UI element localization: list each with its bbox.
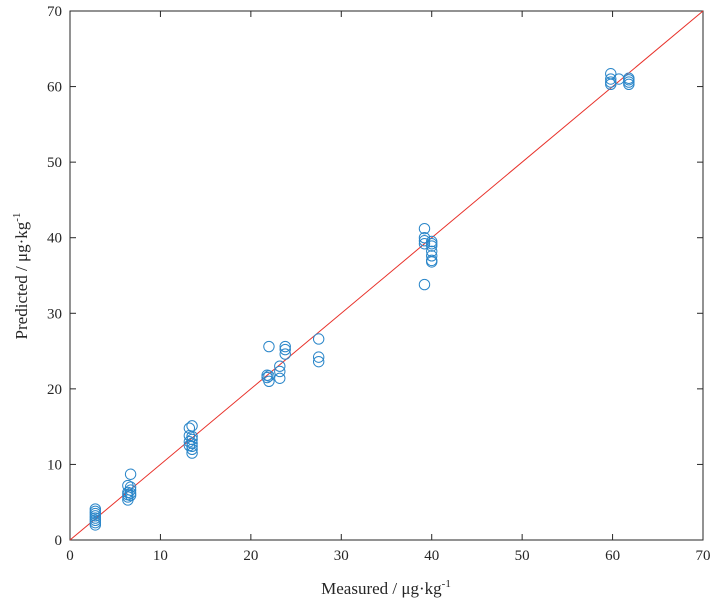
y-tick-label: 10 — [47, 457, 62, 473]
x-tick-label: 50 — [515, 548, 530, 564]
y-tick-label: 50 — [47, 155, 62, 171]
x-axis-label-exponent: -1 — [442, 578, 451, 590]
data-point — [418, 232, 431, 244]
x-tick-label: 10 — [153, 548, 168, 564]
data-point — [186, 443, 198, 456]
data-point — [426, 250, 438, 262]
data-markers — [89, 68, 635, 531]
data-point — [274, 365, 286, 378]
data-point — [263, 340, 275, 353]
data-point — [124, 487, 137, 499]
data-point — [426, 254, 438, 267]
y-tick-label: 40 — [47, 231, 62, 247]
data-point — [279, 348, 291, 360]
x-tick-label: 60 — [605, 548, 620, 564]
data-point — [279, 340, 291, 353]
x-tick-label: 0 — [66, 548, 74, 564]
data-point — [186, 433, 198, 446]
data-point — [623, 72, 635, 84]
x-tick-label: 20 — [243, 548, 258, 564]
data-point — [605, 76, 617, 88]
data-point — [312, 355, 325, 368]
data-point — [186, 437, 198, 449]
data-point — [263, 375, 275, 387]
y-axis-label-text: Predicted / μg·kg — [12, 221, 31, 339]
y-tick-label: 60 — [47, 80, 62, 96]
data-point — [312, 333, 325, 345]
data-point — [124, 468, 137, 480]
y-tick-label: 20 — [47, 382, 62, 398]
y-tick-label: 30 — [47, 306, 62, 322]
x-tick-label: 30 — [334, 548, 349, 564]
x-axis-label-text: Measured / μg·kg — [321, 579, 442, 598]
y-tick-label: 0 — [55, 533, 63, 549]
data-point — [89, 503, 102, 515]
reference-line — [69, 10, 704, 541]
data-point — [186, 420, 198, 432]
data-point — [124, 481, 137, 493]
data-point — [426, 245, 438, 258]
x-tick-label: 70 — [696, 548, 711, 564]
axis-ticks — [69, 10, 704, 541]
data-point — [263, 370, 275, 382]
data-point — [312, 351, 325, 363]
data-point — [418, 222, 431, 235]
data-point — [279, 343, 291, 356]
data-point — [605, 73, 617, 85]
tick-labels: 0 10 20 30 40 50 60 70 0 10 20 30 40 50 60 70 — [47, 4, 711, 564]
y-tick-label: 70 — [47, 4, 62, 20]
data-point — [186, 447, 198, 459]
data-point — [426, 235, 438, 248]
data-point — [605, 68, 617, 80]
y-axis-label-exponent: -1 — [11, 213, 23, 222]
data-point — [183, 422, 196, 434]
x-tick-label: 40 — [424, 548, 439, 564]
y-axis-label: Predicted / μg·kg-1 — [11, 213, 31, 340]
data-point — [418, 238, 431, 250]
data-point — [274, 372, 286, 384]
x-axis-label: Measured / μg·kg-1 — [321, 578, 451, 598]
data-point — [274, 360, 286, 372]
data-point — [418, 278, 431, 291]
data-point — [124, 484, 137, 496]
data-point — [186, 440, 198, 452]
